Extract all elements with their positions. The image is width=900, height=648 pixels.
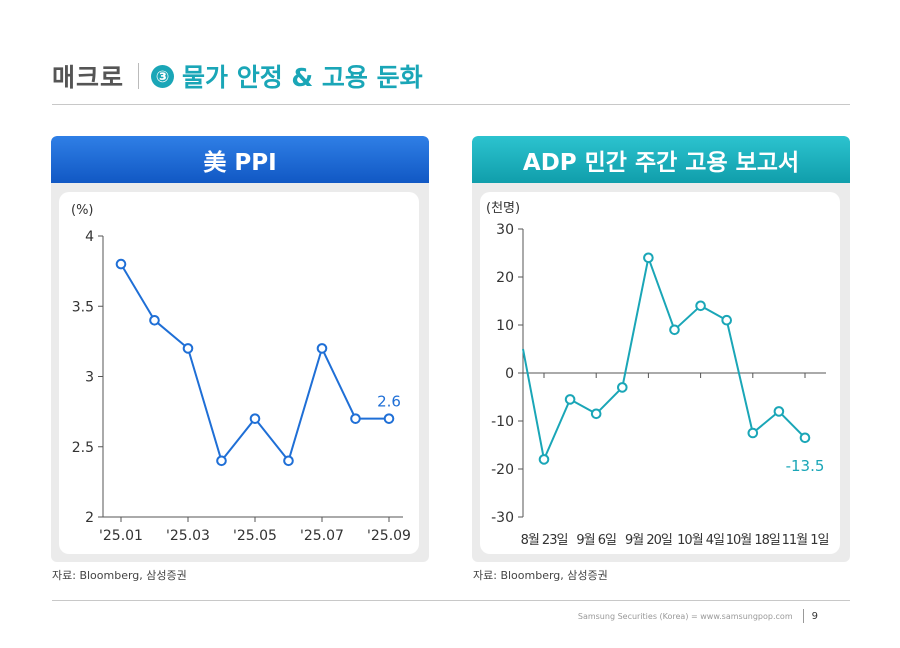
y-axis-unit-label: (천명) bbox=[486, 201, 520, 216]
x-tick-label: '25.05 bbox=[233, 528, 277, 544]
page-footer: Samsung Securities (Korea) = www.samsung… bbox=[578, 609, 818, 623]
page-number: 9 bbox=[811, 610, 818, 622]
x-tick-label: 9월 6일 bbox=[576, 533, 616, 548]
data-point bbox=[773, 406, 785, 417]
x-tick-label: 9월 20일 bbox=[625, 533, 672, 548]
x-tick-label: 10월 18일 bbox=[726, 533, 780, 548]
footer-rule bbox=[52, 600, 850, 601]
data-point bbox=[643, 252, 654, 264]
y-tick-label: 2.5 bbox=[72, 440, 94, 456]
last-value-annotation: -13.5 bbox=[786, 457, 825, 475]
ppi-chart-card bbox=[59, 192, 419, 554]
footer-company: Samsung Securities (Korea) = www.samsung… bbox=[577, 611, 793, 621]
section-label: 매크로 bbox=[52, 63, 125, 92]
x-tick-label: 10월 4일 bbox=[677, 533, 724, 548]
y-tick-label: 4 bbox=[85, 229, 94, 245]
data-point bbox=[799, 432, 811, 444]
ppi-line-chart: (%) 2 2.5 3 3.5 4 '25.01 '25.03 '25.05 '25.07 '25.… bbox=[71, 203, 411, 544]
x-tick-label: '25.01 bbox=[99, 528, 143, 544]
data-point bbox=[695, 300, 706, 312]
x-tick-label: '25.09 bbox=[367, 528, 411, 544]
data-point bbox=[149, 315, 160, 326]
adp-panel: ADP 민간 주간 고용 보고서 (천명) -30 -20 -10 0 10 20 30 8월 … bbox=[472, 136, 850, 562]
data-point bbox=[283, 455, 294, 467]
y-tick-label: 30 bbox=[496, 222, 514, 238]
x-tick-label: 8월 23일 bbox=[521, 533, 568, 548]
x-tick-label: '25.07 bbox=[300, 528, 344, 544]
series-line bbox=[120, 263, 389, 462]
y-tick-label: -20 bbox=[491, 462, 514, 478]
page-header: 매크로 ③ 물가 안정 & 고용 둔화 bbox=[52, 56, 423, 96]
y-tick-label: 20 bbox=[496, 270, 514, 286]
data-point bbox=[383, 413, 395, 424]
ppi-panel: 美 PPI (%) 2 2.5 3 3.5 4 '25.01 '25.03 '25.05 '25.… bbox=[51, 136, 429, 562]
y-tick-label: 2 bbox=[85, 510, 94, 526]
y-axis-unit-label: (%) bbox=[71, 203, 94, 218]
y-tick-label: 10 bbox=[496, 318, 514, 334]
header-divider bbox=[138, 63, 140, 89]
y-tick-label: -10 bbox=[491, 414, 514, 430]
y-tick-label: -30 bbox=[491, 510, 514, 526]
data-point bbox=[316, 343, 328, 354]
page-title: 물가 안정 & 고용 둔화 bbox=[182, 63, 423, 92]
ppi-panel-title: 美 PPI bbox=[51, 136, 429, 183]
header-rule bbox=[52, 104, 850, 105]
x-tick-label: '25.03 bbox=[166, 528, 210, 544]
adp-line-chart: (천명) -30 -20 -10 0 10 20 30 8월 23일 9월 6일 9월 20일 10월… bbox=[486, 201, 829, 548]
data-point bbox=[350, 413, 361, 424]
y-tick-label: 0 bbox=[505, 366, 514, 382]
series-line bbox=[522, 256, 806, 461]
last-value-annotation: 2.6 bbox=[377, 393, 401, 411]
data-point bbox=[115, 258, 127, 270]
ppi-source-note: 자료: Bloomberg, 삼성증권 bbox=[52, 569, 187, 582]
x-tick-label: 11월 1일 bbox=[782, 533, 829, 548]
y-tick-label: 3.5 bbox=[72, 299, 94, 315]
data-point bbox=[590, 408, 602, 420]
data-point bbox=[216, 455, 227, 467]
data-point bbox=[669, 324, 680, 336]
adp-source-note: 자료: Bloomberg, 삼성증권 bbox=[473, 569, 608, 582]
data-point bbox=[182, 343, 194, 354]
data-point bbox=[538, 454, 550, 465]
data-point bbox=[617, 382, 628, 393]
y-tick-label: 3 bbox=[85, 370, 94, 386]
adp-panel-title: ADP 민간 주간 고용 보고서 bbox=[472, 136, 850, 183]
data-point bbox=[721, 314, 732, 326]
data-point bbox=[564, 394, 576, 405]
section-number-badge: ③ bbox=[151, 64, 175, 88]
data-point bbox=[747, 427, 759, 439]
data-point bbox=[249, 413, 261, 424]
footer-divider bbox=[802, 609, 804, 623]
